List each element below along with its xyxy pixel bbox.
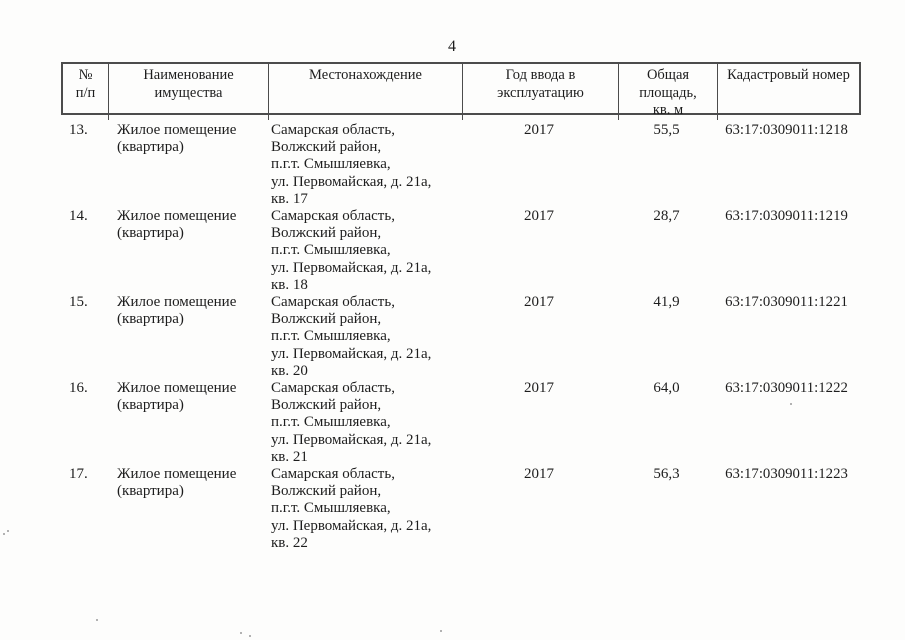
cell-location: Самарская область, Волжский район, п.г.т… — [271, 122, 432, 207]
table-header-row: № п/п Наименование имущества Местонахожд… — [61, 62, 861, 120]
header-location: Местонахождение — [269, 64, 463, 120]
cell-area: 64,0 — [653, 380, 680, 397]
cell-location: Самарская область, Волжский район, п.г.т… — [271, 294, 432, 379]
cell-area: 28,7 — [653, 208, 680, 225]
cell-location: Самарская область, Волжский район, п.г.т… — [271, 466, 432, 551]
cell-name: Жилое помещение (квартира) — [117, 294, 237, 328]
cell-num: 17. — [69, 466, 88, 483]
table-row: 14. Жилое помещение (квартира) Самарская… — [61, 208, 861, 294]
cell-num: 16. — [69, 380, 88, 397]
header-num: № п/п — [63, 64, 109, 120]
cell-year: 2017 — [524, 208, 554, 225]
cell-year: 2017 — [524, 380, 554, 397]
cell-name: Жилое помещение (квартира) — [117, 466, 237, 500]
scan-speckle — [7, 530, 9, 532]
table-body: 13. Жилое помещение (квартира) Самарская… — [61, 122, 861, 552]
cell-num: 13. — [69, 122, 88, 138]
cell-year: 2017 — [524, 294, 554, 311]
header-cadastral: Кадастровый номер — [727, 67, 850, 83]
header-area: Общая площадь, кв. м — [619, 64, 718, 120]
table-row: 16. Жилое помещение (квартира) Самарская… — [61, 380, 861, 466]
cell-year: 2017 — [524, 466, 554, 483]
cell-num: 15. — [69, 294, 88, 311]
cell-area: 55,5 — [653, 122, 680, 138]
cell-area: 41,9 — [653, 294, 680, 311]
table-row: 15. Жилое помещение (квартира) Самарская… — [61, 294, 861, 380]
scan-speckle — [249, 635, 251, 637]
cell-cadastral: 63:17:0309011:1219 — [725, 208, 848, 225]
cell-cadastral: 63:17:0309011:1222 — [725, 380, 848, 397]
cell-name: Жилое помещение (квартира) — [117, 380, 237, 414]
scan-speckle — [240, 632, 242, 634]
cell-location: Самарская область, Волжский район, п.г.т… — [271, 380, 432, 465]
cell-cadastral: 63:17:0309011:1223 — [725, 466, 848, 483]
page-number: 4 — [448, 38, 457, 55]
header-name: Наименование имущества — [109, 64, 269, 120]
cell-cadastral: 63:17:0309011:1218 — [725, 122, 848, 138]
cell-name: Жилое помещение (квартира) — [117, 122, 237, 156]
cell-location: Самарская область, Волжский район, п.г.т… — [271, 208, 432, 293]
cell-cadastral: 63:17:0309011:1221 — [725, 294, 848, 311]
cell-name: Жилое помещение (квартира) — [117, 208, 237, 242]
scan-speckle — [96, 619, 98, 621]
table-row: 13. Жилое помещение (квартира) Самарская… — [61, 122, 861, 208]
cell-num: 14. — [69, 208, 88, 225]
cell-area: 56,3 — [653, 466, 680, 483]
scan-speckle — [790, 403, 792, 405]
table-row: 17. Жилое помещение (квартира) Самарская… — [61, 466, 861, 552]
property-table: № п/п Наименование имущества Местонахожд… — [61, 62, 861, 552]
scan-speckle — [440, 630, 442, 632]
scan-speckle — [3, 533, 5, 535]
cell-year: 2017 — [524, 122, 554, 138]
header-year: Год ввода в эксплуатацию — [463, 64, 619, 120]
